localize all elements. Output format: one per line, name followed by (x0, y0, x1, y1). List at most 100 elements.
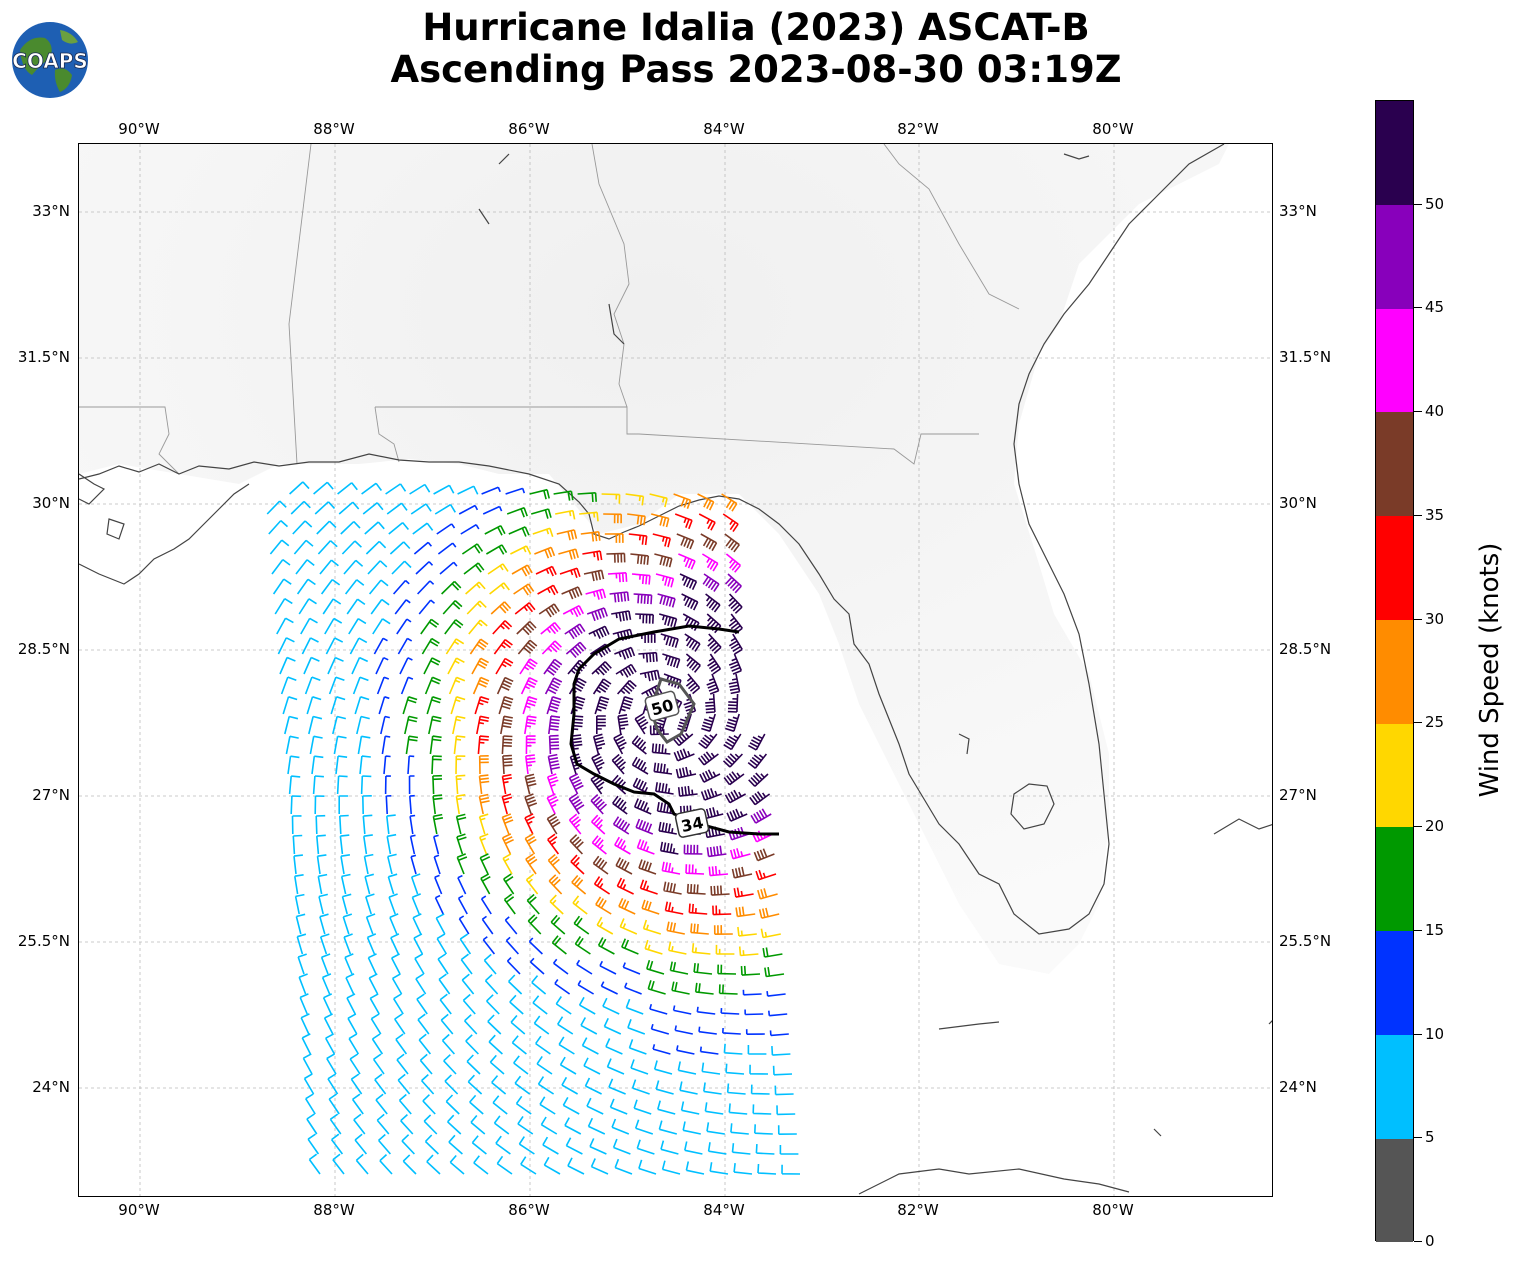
wind-barb (277, 637, 295, 655)
wind-barb (470, 1114, 486, 1135)
wind-barb (435, 913, 446, 935)
wind-barb (672, 731, 694, 747)
wind-barb (336, 775, 348, 795)
wind-barb (533, 1015, 550, 1035)
wind-barb (650, 1023, 670, 1035)
wind-barb (485, 544, 508, 555)
wind-barb (421, 1074, 435, 1095)
wind-barb (434, 894, 444, 915)
wind-barb (514, 602, 536, 615)
wind-barb (432, 813, 444, 835)
wind-barb (569, 834, 584, 855)
wind-barb (567, 1157, 585, 1175)
wind-barb (460, 524, 480, 535)
wind-barb (684, 1141, 703, 1155)
wind-barb (577, 492, 597, 503)
wind-barb (303, 1073, 315, 1095)
wind-barb (548, 734, 560, 755)
wind-barb (591, 835, 607, 855)
wind-barb (426, 696, 442, 715)
wind-barb (298, 973, 308, 995)
wind-barb (636, 839, 655, 855)
wind-barb (335, 755, 348, 775)
wind-barb (564, 1117, 582, 1135)
wind-barb (685, 673, 701, 695)
wind-barb (586, 1097, 604, 1115)
wind-barb (405, 735, 419, 755)
wind-barb (633, 593, 653, 605)
wind-barb (707, 1142, 727, 1155)
wind-barb (547, 833, 560, 855)
wind-barb (344, 579, 365, 595)
wind-barb (617, 714, 629, 735)
wind-barb (592, 678, 612, 695)
wind-barb (702, 573, 720, 592)
wind-barb (752, 1104, 772, 1115)
wind-barb (612, 1138, 631, 1155)
wind-barb (432, 794, 443, 815)
wind-barb (467, 1074, 483, 1095)
wind-barb (484, 974, 499, 995)
wind-barb (549, 894, 564, 915)
wind-barb (633, 798, 652, 815)
wind-barb (738, 946, 759, 957)
wind-barb (768, 1010, 788, 1017)
wind-barb (311, 755, 324, 775)
wind-barb (760, 928, 781, 939)
wind-barb (368, 973, 379, 995)
wind-barb (298, 598, 317, 615)
wind-barb (392, 579, 410, 595)
wind-barb (747, 1045, 767, 1055)
wind-barb (514, 1075, 531, 1095)
lon-tick-bottom: 84°W (703, 1201, 745, 1219)
wind-barb (391, 973, 403, 995)
wind-barb (441, 580, 462, 595)
wind-barb (503, 873, 515, 895)
wind-barb (749, 1064, 769, 1075)
wind-barb (590, 773, 605, 795)
wind-barb (388, 893, 398, 915)
wind-barb (653, 762, 673, 775)
wind-barb (363, 853, 374, 875)
wind-barb (581, 1037, 599, 1055)
wind-barb (284, 715, 299, 735)
wind-barb (344, 953, 354, 975)
wind-barb (276, 617, 294, 635)
wind-barb (701, 713, 716, 732)
wind-barb (285, 735, 299, 755)
colorbar-tick-label: 30 (1425, 609, 1445, 628)
wind-barb (479, 853, 491, 875)
wind-barb (728, 593, 743, 614)
wind-barb (704, 1102, 724, 1115)
wind-barb (457, 895, 468, 915)
wind-barb (449, 1154, 465, 1175)
wind-barb (351, 656, 369, 675)
wind-barb (751, 830, 774, 843)
wind-barb (642, 919, 662, 935)
wind-barb (307, 1133, 320, 1155)
wind-barb (372, 618, 391, 635)
lat-tick-right: 28.5°N (1279, 640, 1332, 658)
wind-barb (308, 1153, 321, 1175)
wind-barb (611, 753, 627, 775)
wind-barb (525, 735, 536, 755)
wind-barb (343, 933, 353, 955)
wind-barb (717, 964, 737, 975)
wind-barb (474, 696, 490, 715)
wind-barb (359, 755, 371, 775)
wind-barb (390, 953, 401, 975)
colorbar-segment (1376, 308, 1413, 413)
wind-barb (723, 1043, 743, 1055)
wind-barb (724, 789, 746, 804)
wind-barb (602, 997, 620, 1015)
wind-barb (634, 713, 649, 735)
wind-barb (509, 994, 524, 1015)
wind-barb (544, 677, 563, 695)
wind-barb (320, 953, 331, 975)
wind-barb (412, 522, 434, 535)
wind-barb (306, 1113, 318, 1135)
wind-barb (546, 793, 559, 815)
lat-lon-gridlines (79, 144, 1272, 1196)
wind-barb (700, 788, 722, 801)
wind-barb (296, 933, 307, 955)
